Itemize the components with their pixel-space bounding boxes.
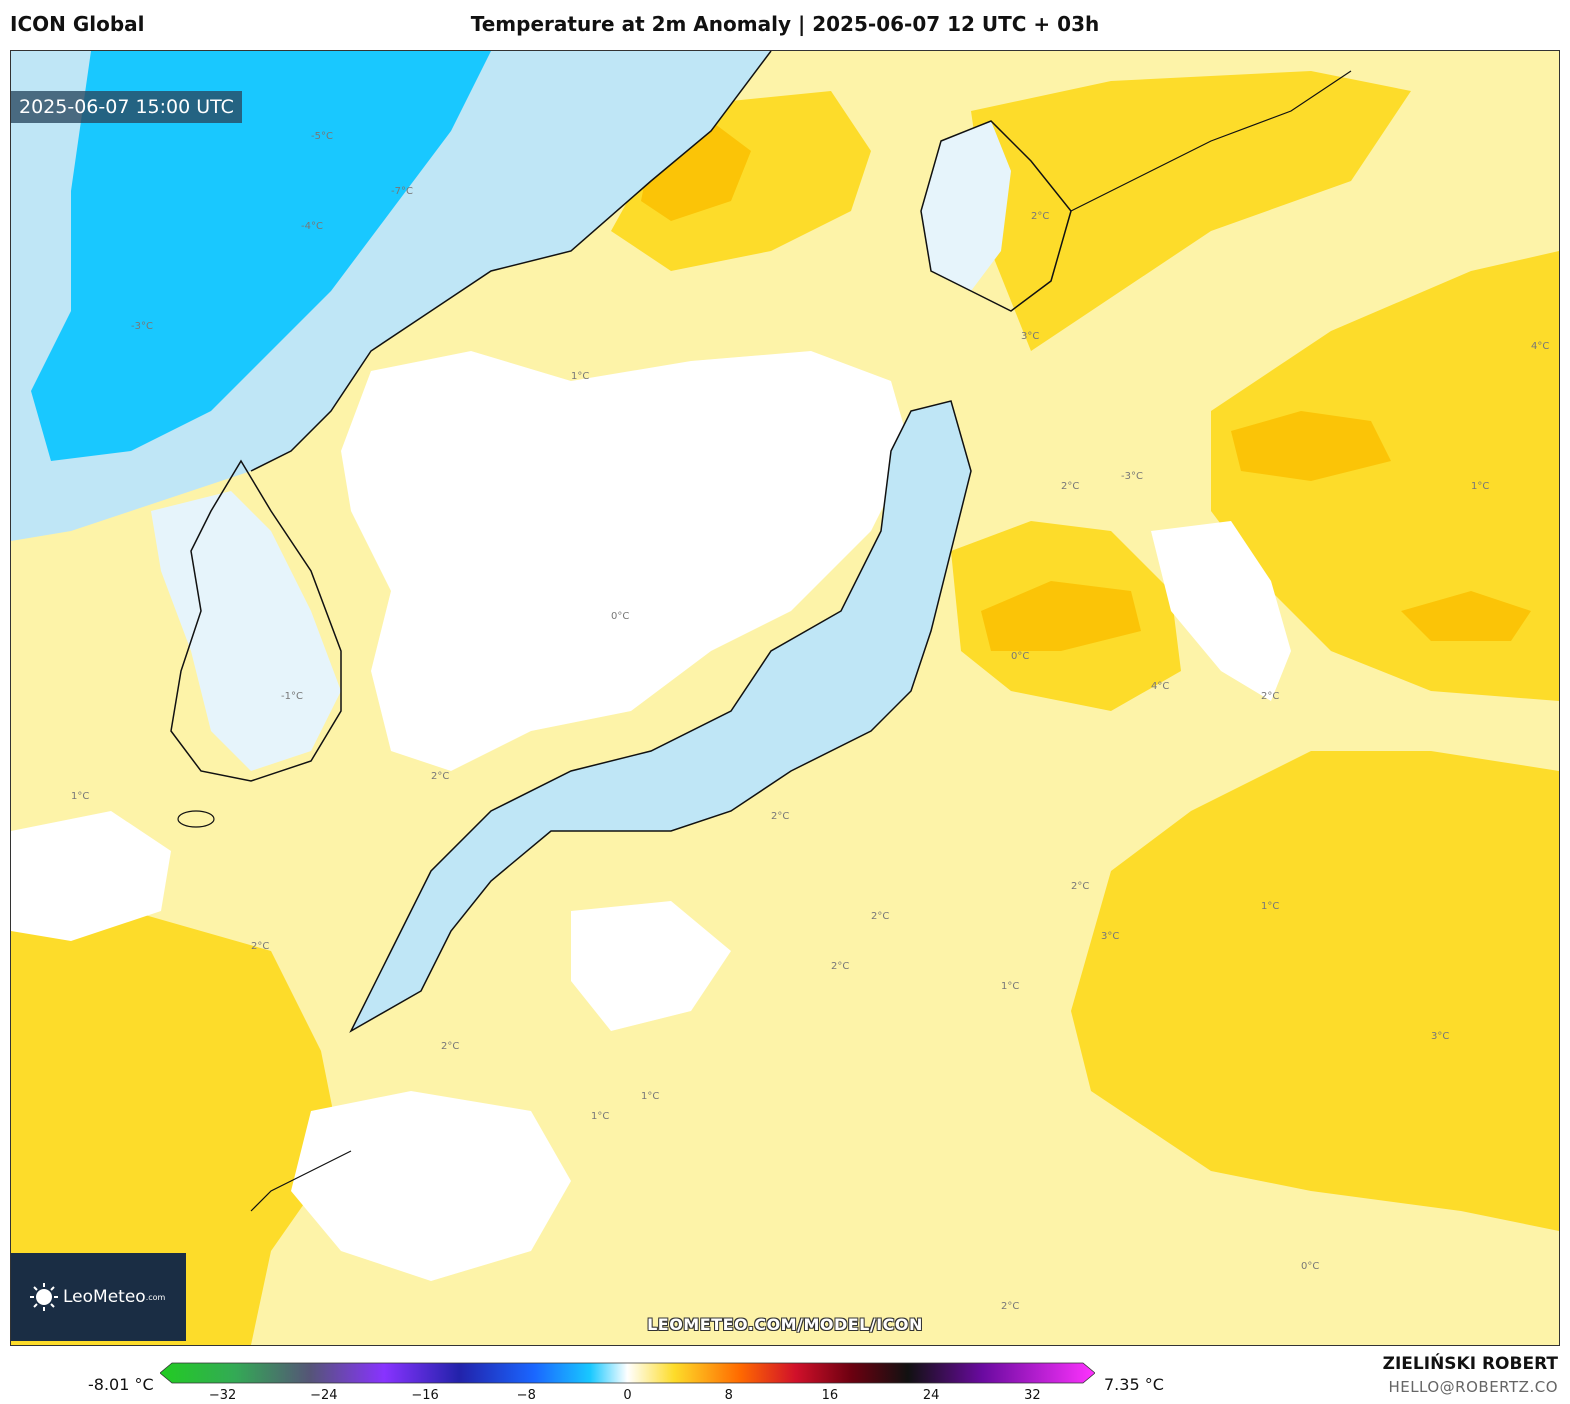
coastline-continent <box>250 51 772 472</box>
neutral-zone-sea-of-japan <box>341 351 911 771</box>
warm-zone-northeast <box>1211 251 1559 701</box>
neutral-zone-southwest <box>11 811 171 941</box>
cool-zone-japan <box>351 401 971 1031</box>
hot-core-3 <box>1401 591 1531 641</box>
contour-label: 3°C <box>1021 331 1040 342</box>
island-ryukyu <box>250 1150 352 1212</box>
contour-label: 2°C <box>1061 481 1080 492</box>
contour-label: 2°C <box>871 911 890 922</box>
contour-label: 2°C <box>1031 211 1050 222</box>
coastline-hokkaido <box>920 120 1072 312</box>
contour-label: 1°C <box>1001 981 1020 992</box>
contour-label: 2°C <box>1261 691 1280 702</box>
logo-name: LeoMeteo <box>63 1287 146 1307</box>
cool-zone-hokkaido <box>921 121 1011 291</box>
logo-suffix: .com <box>145 1292 166 1302</box>
colorbar-tick: 8 <box>724 1388 733 1403</box>
leometeo-logo[interactable]: LeoMeteo .com <box>11 1253 186 1341</box>
coldest-zone-continent <box>31 51 491 461</box>
neutral-zone-east <box>1151 521 1291 701</box>
contour-label: 0°C <box>1301 1261 1320 1272</box>
contour-label: 3°C <box>1431 1031 1450 1042</box>
contour-label: 1°C <box>1471 481 1490 492</box>
map-frame[interactable]: 2025-06-07 15:00 UTC -5°C -4°C -3°C -7°C -1°… <box>10 50 1560 1346</box>
hot-core-1 <box>1231 411 1391 481</box>
contour-label: -3°C <box>1121 471 1143 482</box>
contour-label: 0°C <box>611 611 630 622</box>
colorbar-max-label: 7.35 °C <box>1104 1375 1164 1394</box>
contour-label: 2°C <box>1071 881 1090 892</box>
colorbar-tick: −8 <box>516 1388 536 1403</box>
colorbar-tick: −16 <box>411 1388 439 1403</box>
contour-label: 1°C <box>1261 901 1280 912</box>
contour-label: 2°C <box>431 771 450 782</box>
author-email[interactable]: HELLO@ROBERTZ.CO <box>1388 1378 1558 1396</box>
contour-label: 1°C <box>71 791 90 802</box>
colorbar-tick: 16 <box>821 1388 839 1403</box>
warm-zone-hokkaido <box>971 71 1411 351</box>
contour-label: -5°C <box>311 131 333 142</box>
contour-label: 3°C <box>1101 931 1120 942</box>
contour-label: 0°C <box>1011 651 1030 662</box>
contour-label: 4°C <box>1531 341 1550 352</box>
warm-zone-southwest <box>11 871 341 1345</box>
contour-label: 2°C <box>1001 1301 1020 1312</box>
sun-logo-icon <box>29 1282 59 1312</box>
hot-core-2 <box>981 581 1141 651</box>
colorbar-tick: 24 <box>922 1388 940 1403</box>
contour-label: 2°C <box>441 1041 460 1052</box>
warm-zone-east <box>1071 751 1559 1231</box>
contour-label: 1°C <box>571 371 590 382</box>
contour-label: -1°C <box>281 691 303 702</box>
contour-label: 2°C <box>771 811 790 822</box>
coastline-japan <box>349 400 972 1033</box>
contour-label: 1°C <box>591 1111 610 1122</box>
contour-label: 1°C <box>641 1091 660 1102</box>
source-watermark: LEOMETEO.COM/MODEL/ICON <box>647 1315 923 1334</box>
island-jeju <box>177 810 215 828</box>
model-name: ICON Global <box>10 12 145 36</box>
map-title: Temperature at 2m Anomaly | 2025-06-07 1… <box>470 12 1100 36</box>
colorbar-tick: 0 <box>623 1388 632 1403</box>
valid-time-badge: 2025-06-07 15:00 UTC <box>11 91 242 123</box>
coastline-korea <box>170 459 342 782</box>
contour-label: -7°C <box>391 186 413 197</box>
contour-label: -3°C <box>131 321 153 332</box>
contour-label: 2°C <box>251 941 270 952</box>
colorbar <box>160 1362 1095 1384</box>
cold-zone-korea <box>151 491 341 771</box>
colorbar-tick: −32 <box>208 1388 237 1403</box>
colorbar-min-label: -8.01 °C <box>88 1375 154 1394</box>
neutral-zone-central <box>571 901 731 1031</box>
neutral-zone-south <box>291 1091 571 1281</box>
anomaly-map <box>11 51 1559 1345</box>
contour-label: 4°C <box>1151 681 1170 692</box>
colorbar-tick: −24 <box>310 1388 338 1403</box>
contour-label: 2°C <box>831 961 850 972</box>
author-name: ZIELIŃSKI ROBERT <box>1382 1354 1558 1374</box>
contour-label: -4°C <box>301 221 323 232</box>
coastline-sakhalin-kurils <box>1070 70 1352 212</box>
colorbar-tick: 32 <box>1024 1388 1041 1403</box>
